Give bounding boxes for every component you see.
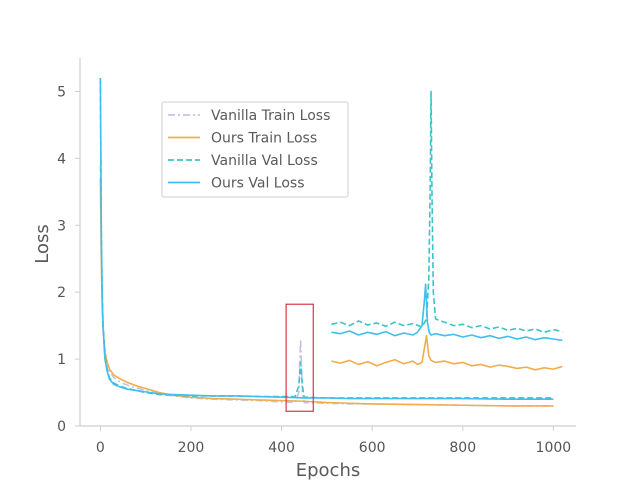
legend-label: Vanilla Val Loss [211,153,318,169]
y-tick-label: 2 [57,285,66,301]
series-line-vanilla-val-loss-inset [331,90,563,334]
legend: Vanilla Train Loss Ours Train Loss Vanilla… [161,101,349,198]
y-tick-label: 3 [57,218,66,234]
x-tick-label: 800 [449,440,476,456]
series-line-ours-train-loss-inset [331,334,563,371]
series-line-ours-train-loss [99,178,554,407]
annotation-box [285,303,314,412]
x-tick-label: 600 [359,440,386,456]
x-axis-title: Epochs [296,460,361,480]
y-tick-label: 0 [57,419,66,435]
x-tick-label: 400 [268,440,295,456]
series-layer [99,78,563,407]
x-tick-label: 0 [96,440,105,456]
x-tick-label: 1000 [536,440,572,456]
axes [79,58,576,427]
y-tick-label: 5 [57,84,66,100]
series-line-ours-val-loss-inset [331,283,563,342]
y-tick-label: 1 [57,352,66,368]
y-ticks: 0 1 2 3 4 5 [57,84,80,435]
legend-label: Ours Train Loss [211,131,317,147]
legend-label: Ours Val Loss [211,176,305,192]
series-line-vanilla-train-loss [99,165,554,407]
y-axis-title: Loss [32,224,53,263]
legend-label: Vanilla Train Loss [211,108,330,124]
x-tick-label: 200 [178,440,205,456]
series-line-ours-val-loss [99,78,554,401]
legend-box [161,101,349,198]
annotation-layer [285,303,314,412]
legend-items: Vanilla Train Loss Ours Train Loss Vanilla… [168,108,330,192]
x-ticks: 0 200 400 600 800 1000 [96,426,571,456]
y-tick-label: 4 [57,151,66,167]
